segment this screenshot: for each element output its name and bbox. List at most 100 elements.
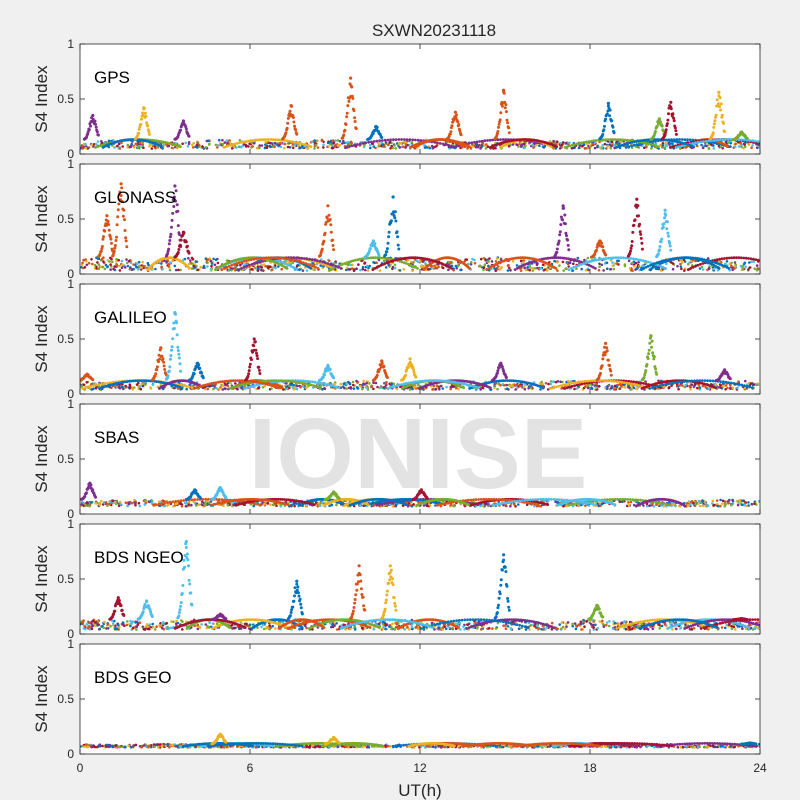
data-point [305,269,309,272]
data-point [414,138,417,142]
burst-point [394,219,398,223]
y-tick-label: 0.5 [57,92,74,106]
data-point [599,257,603,261]
data-point [587,260,591,264]
data-point [378,386,382,390]
data-point [695,144,699,148]
data-point [715,258,719,261]
data-point [676,264,679,268]
data-point [543,268,547,271]
data-point [372,140,376,143]
data-point [163,140,167,144]
data-point [724,388,727,391]
data-point [152,139,156,142]
data-point [306,379,310,383]
data-point [296,268,299,272]
burst-point [185,244,189,248]
data-point [591,265,595,269]
data-point [664,141,667,145]
burst-point [147,132,151,136]
data-point [737,380,740,383]
data-point [748,139,752,142]
data-point [680,259,683,262]
data-point [118,147,122,150]
data-point [748,261,751,264]
data-point [455,266,459,270]
burst-point [137,131,141,135]
data-point [750,260,753,264]
data-point [351,267,354,270]
burst-peak [289,104,293,108]
data-point [494,260,498,263]
data-point [202,264,206,268]
data-point [517,265,521,269]
data-point [523,266,526,270]
data-point [587,263,591,267]
data-point [718,138,722,142]
data-point [106,381,110,385]
data-point [394,147,398,150]
data-point [96,257,100,261]
data-point [497,265,500,268]
data-point [342,139,345,143]
data-point [135,383,139,386]
data-point [95,383,98,387]
data-point [253,142,256,145]
data-point [539,267,542,270]
data-point [499,138,502,142]
data-point [124,384,127,388]
data-point [594,386,597,390]
burst-point [636,204,640,208]
data-point [333,145,336,149]
data-point [390,382,394,386]
data-point [450,264,454,268]
burst-point [174,199,177,203]
data-point [552,139,555,143]
burst-point [167,242,171,246]
data-point [602,269,605,272]
data-point [199,265,203,269]
data-point [387,143,390,147]
data-point [606,267,609,271]
data-point [728,145,732,149]
burst-point [563,222,567,226]
burst-point [712,125,716,129]
data-point [433,140,437,144]
data-point [142,379,146,382]
data-point [751,144,754,147]
data-point [602,138,605,142]
data-point [756,382,760,385]
data-point [96,145,100,149]
burst-point [171,211,175,215]
data-point [641,259,645,263]
data-point [316,259,319,263]
burst-point [505,118,509,122]
burst-point [455,113,458,117]
burst-point [672,119,676,123]
data-point [173,386,176,390]
data-point [739,142,742,145]
data-point [238,141,242,145]
data-point [411,264,415,268]
data-point [659,269,663,272]
data-point [391,146,395,150]
data-point [139,387,143,391]
burst-point [718,105,721,109]
data-point [385,381,388,384]
data-point [680,267,683,271]
data-point [398,269,402,272]
data-point [698,263,702,266]
data-point [564,141,568,145]
data-point [712,144,715,147]
burst-point [660,124,664,128]
data-point [654,144,658,148]
data-point [365,386,369,390]
data-point [85,381,89,384]
burst-point [344,123,348,126]
data-point [368,143,372,147]
data-point [627,256,630,260]
data-point [423,146,427,149]
data-point [447,143,450,147]
burst-point [562,206,566,210]
data-point [473,258,476,262]
